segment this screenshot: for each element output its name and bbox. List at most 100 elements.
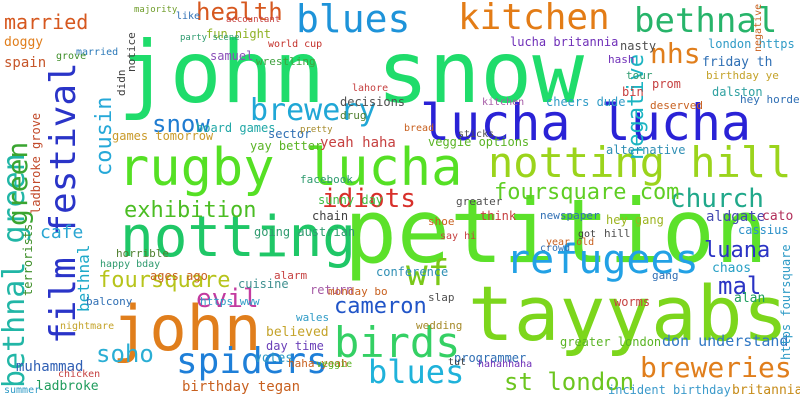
cloud-word: birthday ye [706,69,779,82]
cloud-word: believed [266,325,329,340]
cloud-word: greater [456,195,503,208]
cloud-word: friday th [702,55,773,70]
cloud-word: alan [734,291,766,306]
cloud-word: hahahhaha [478,359,533,370]
cloud-word: soho [96,340,154,368]
cloud-word: votes [254,351,294,366]
cloud-word: deserved [650,99,703,112]
cloud-word: bethnal [634,1,778,41]
cloud-word: petition [344,180,768,283]
cloud-word: spain [4,55,47,71]
cloud-word: birds [334,318,461,367]
cloud-word: prom [652,77,681,91]
cloud-word: muhammad [16,359,84,375]
cloud-word: think [480,209,517,223]
cloud-word: blues [296,0,411,41]
cloud-word: rugby lucha [118,138,463,198]
cloud-word: party scene [180,33,240,43]
cloud-word: going austrian [254,225,356,239]
cloud-word: conference [376,265,449,279]
cloud-word: breweries [640,351,792,384]
cloud-word: board games [196,121,276,135]
cloud-word: london https [708,37,795,51]
cloud-word: tayyabs [468,269,789,358]
cloud-word: didn [115,69,128,97]
cloud-word: happy bday [100,259,161,270]
cloud-word: decisions [340,95,406,109]
cloud-word: cato [762,209,794,224]
cloud-word: yay better [250,139,323,153]
cloud-word: nightmare [60,321,115,332]
cloud-word: chain [312,209,349,223]
cloud-word: foursquare com [494,180,680,205]
cloud-word: wedding [416,319,463,332]
cloud-word: evil [196,284,259,314]
cloud-word: majority [134,5,178,15]
cloud-word: health [196,0,283,26]
cloud-word: kitchen [458,0,610,38]
cloud-word: shoe [428,215,455,228]
cloud-word: st london [504,368,635,396]
cloud-word: ladbroke [36,379,99,394]
cloud-word: dalston [712,85,763,99]
cloud-word: https www [200,295,260,308]
cloud-word: incident birthday [608,383,731,397]
cloud-word: mal [718,272,762,300]
cloud-word: snow [152,110,210,138]
cloud-word: terrorists [21,223,35,296]
cloud-word: hey horde [740,93,800,106]
cloud-word: don understand [662,332,789,350]
cloud-word: doggy [4,35,44,50]
cloud-word: programmer [454,351,527,365]
cloud-word: bread [404,123,435,134]
cloud-word: chaos [712,261,752,276]
cloud-word: foursquare [98,268,231,293]
cloud-word: drug [340,109,367,122]
cloud-word: bin [622,85,644,99]
cloud-word: birthday tegan [182,379,301,395]
cloud-word: hash [608,53,635,66]
cloud-word: grove [56,51,87,62]
cloud-word: notice [125,32,138,72]
cloud-word: https foursquare [779,244,793,360]
cloud-word: notting [120,205,357,270]
cloud-word: cheers dude [546,95,626,109]
cloud-word: blues [368,353,465,391]
cloud-word: idiots [322,184,416,214]
cloud-word: tour [626,69,653,82]
cloud-word: cameron [334,294,427,319]
cloud-word: worms [614,295,651,309]
cloud-word: yeah haha [320,135,396,151]
cloud-word: newspaper [540,209,600,222]
cloud-word: wf [406,253,450,294]
cloud-word: alternative [606,143,686,157]
cloud-word: veggie options [428,135,530,149]
cloud-word: exhibition [124,198,257,223]
cloud-word: say hi [440,231,477,242]
cloud-word: horrible [116,247,169,260]
cloud-word: sticks [458,129,495,140]
cloud-word: fun night [206,27,272,41]
cloud-word: games tomorrow [112,129,214,143]
cloud-word: wrestling [256,55,316,68]
cloud-word: luana [704,238,771,263]
cloud-word: sunny day [318,193,384,207]
cloud-word: wales [296,311,330,324]
cloud-word: spiders [176,341,328,382]
cloud-word: veggie [316,359,353,370]
cloud-word: got [578,229,597,240]
cloud-word: church [670,184,764,214]
cloud-word: balcony [86,295,133,308]
cloud-word: nasty [620,39,657,53]
cloud-word: cafe [40,222,84,243]
cloud-word: world cup [268,39,323,50]
cloud-word: chicken [58,369,101,380]
cloud-word: green [1,141,34,226]
cloud-word: crowd [540,243,571,254]
cloud-word: married [76,47,119,58]
cloud-word: cuisine [238,277,289,291]
cloud-word: tut [448,357,467,368]
cloud-word: alarm [274,269,308,282]
cloud-word: married [4,10,89,34]
